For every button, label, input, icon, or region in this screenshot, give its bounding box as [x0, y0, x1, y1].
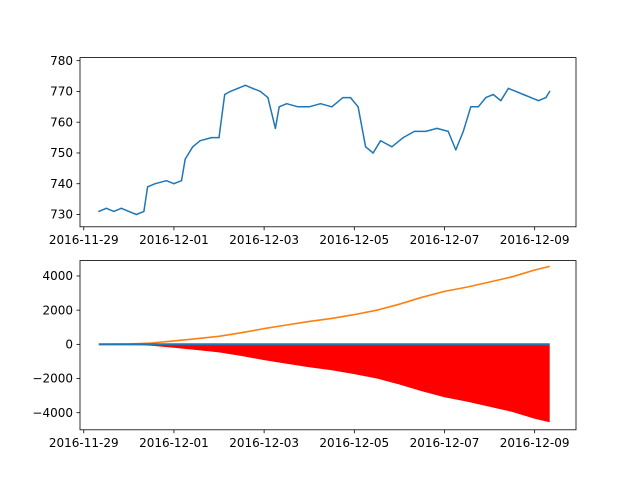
x-tick-label-0: 2016-11-29 [49, 436, 119, 450]
price-point-38 [402, 136, 404, 139]
y-tick-label-4: 770 [50, 85, 73, 99]
price-point-13 [192, 146, 194, 148]
price-point-50 [507, 87, 510, 90]
cumulative-line [98, 265, 550, 346]
price-point-36 [379, 139, 382, 142]
price-point-32 [349, 96, 352, 99]
price-point-37 [391, 146, 393, 148]
x-tick-label-0: 2016-11-29 [49, 233, 119, 247]
x-tick-label-5: 2016-12-09 [500, 233, 570, 247]
price-point-14 [199, 139, 201, 142]
price-point-41 [436, 127, 438, 130]
cumulative-chart: 2016-11-29 2016-12-01 2016-12-03 2016-12-05… [32, 260, 577, 450]
price-point-7 [146, 186, 149, 188]
price-point-25 [278, 106, 280, 108]
y-tick-label-3: 2000 [42, 303, 73, 317]
price-point-51 [515, 90, 517, 93]
y-tick-label-3: 760 [50, 115, 73, 129]
price-point-39 [413, 130, 416, 133]
price-point-46 [477, 106, 480, 108]
price-point-45 [470, 106, 472, 108]
x-tick-label-2: 2016-12-03 [229, 436, 299, 450]
price-point-48 [492, 93, 495, 96]
axes-frame [79, 57, 577, 228]
price-point-18 [229, 90, 232, 93]
price-point-54 [537, 99, 540, 102]
price-point-49 [500, 99, 502, 102]
price-chart: 2016-11-29 2016-12-01 2016-12-03 2016-12-05… [49, 54, 577, 247]
y-tick-label-2: 0 [65, 338, 73, 352]
price-point-6 [143, 210, 145, 213]
price-point-8 [154, 183, 156, 185]
x-tick-label-1: 2016-12-01 [139, 233, 209, 247]
price-point-23 [267, 96, 269, 99]
price-point-55 [545, 96, 547, 99]
x-tick-label-1: 2016-12-01 [139, 436, 209, 450]
price-point-16 [218, 136, 220, 139]
y-tick-label-0: −4000 [32, 406, 73, 420]
price-point-17 [223, 93, 226, 96]
price-point-24 [274, 127, 277, 130]
price-point-30 [331, 106, 333, 108]
price-point-56 [548, 90, 551, 93]
drawdown-area [98, 344, 550, 423]
axes-frame [79, 260, 577, 431]
price-point-12 [184, 158, 186, 160]
price-point-35 [372, 152, 374, 154]
y-tick-label-4: 4000 [42, 269, 73, 283]
x-tick-label-4: 2016-12-07 [410, 436, 480, 450]
price-point-9 [165, 179, 168, 182]
price-point-53 [530, 96, 532, 99]
y-tick-label-0: 730 [50, 208, 73, 222]
price-point-34 [364, 146, 367, 148]
price-point-22 [259, 90, 262, 93]
price-point-20 [244, 84, 247, 86]
price-point-52 [522, 93, 525, 96]
price-point-11 [180, 179, 183, 182]
price-point-47 [485, 96, 487, 99]
price-point-43 [455, 149, 457, 151]
price-point-31 [342, 96, 344, 99]
y-tick-label-2: 750 [50, 146, 73, 160]
x-tick-label-2: 2016-12-03 [229, 233, 299, 247]
price-point-21 [252, 87, 254, 90]
price-point-27 [297, 106, 299, 108]
price-point-33 [357, 106, 359, 108]
price-point-42 [447, 130, 449, 133]
y-tick-label-1: 740 [50, 177, 73, 191]
y-tick-label-1: −2000 [32, 372, 73, 386]
price-point-2 [113, 210, 115, 213]
price-point-15 [210, 136, 213, 139]
price-point-5 [135, 213, 138, 216]
price-point-19 [237, 87, 239, 90]
price-point-28 [308, 106, 310, 108]
price-point-10 [173, 183, 175, 185]
x-tick-label-4: 2016-12-07 [410, 233, 480, 247]
price-point-0 [98, 210, 100, 213]
price-point-1 [105, 207, 108, 210]
price-point-29 [319, 103, 322, 105]
price-point-4 [128, 210, 130, 213]
price-point-40 [424, 130, 427, 133]
price-point-44 [462, 130, 464, 133]
x-tick-label-5: 2016-12-09 [500, 436, 570, 450]
price-point-26 [285, 103, 288, 105]
x-tick-label-3: 2016-12-05 [319, 436, 389, 450]
price-point-3 [120, 207, 123, 210]
y-tick-label-5: 780 [50, 54, 73, 68]
x-tick-label-3: 2016-12-05 [319, 233, 389, 247]
